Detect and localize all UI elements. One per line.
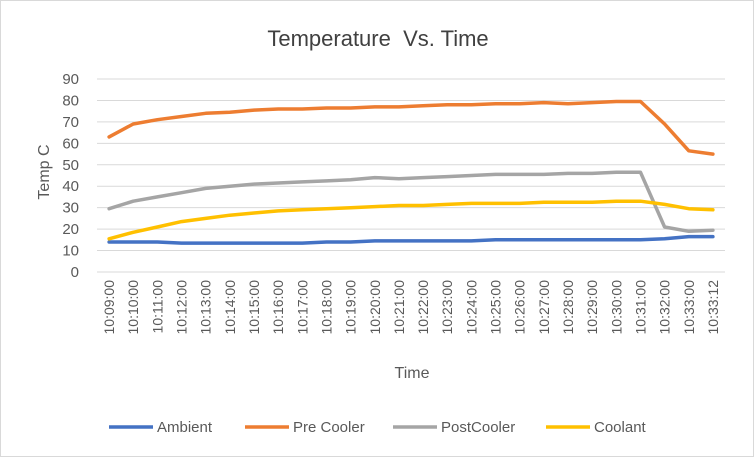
x-tick-label: 10:28:00 — [560, 280, 576, 335]
x-tick-label: 10:11:00 — [149, 280, 165, 334]
x-axis-label: Time — [395, 365, 430, 382]
x-tick-label: 10:12:00 — [174, 280, 190, 335]
x-tick-label: 10:21:00 — [391, 280, 407, 335]
x-tick-label: 10:10:00 — [125, 280, 141, 335]
x-tick-label: 10:32:00 — [657, 280, 673, 335]
y-tick-label: 40 — [62, 178, 79, 195]
x-tick-label: 10:13:00 — [198, 280, 214, 335]
x-tick-label: 10:09:00 — [101, 280, 117, 335]
x-tick-label: 10:24:00 — [463, 280, 479, 335]
x-axis-ticks: 10:09:00 10:10:00 10:11:00 10:12:00 10:13:00… — [101, 280, 721, 335]
x-tick-label: 10:19:00 — [343, 280, 359, 335]
y-axis-ticks: 0 10 20 30 40 50 60 70 80 90 — [62, 71, 79, 281]
x-tick-label: 10:33:12 — [705, 280, 721, 335]
y-tick-label: 30 — [62, 200, 79, 217]
y-axis-label: Temp C — [36, 144, 53, 199]
series-line-pre-cooler — [107, 99, 715, 156]
x-tick-label: 10:15:00 — [246, 280, 262, 335]
x-tick-label: 10:31:00 — [632, 280, 648, 335]
y-tick-label: 0 — [71, 264, 79, 281]
y-tick-label: 70 — [62, 114, 79, 131]
y-tick-label: 90 — [62, 71, 79, 88]
chart-title: Temperature Vs. Time — [267, 26, 488, 51]
y-tick-label: 80 — [62, 92, 79, 109]
legend-label: PostCooler — [441, 419, 515, 436]
x-tick-label: 10:25:00 — [488, 280, 504, 335]
x-tick-label: 10:29:00 — [584, 280, 600, 335]
x-tick-label: 10:18:00 — [318, 280, 334, 335]
x-tick-label: 10:14:00 — [222, 280, 238, 335]
y-tick-label: 60 — [62, 135, 79, 152]
x-tick-label: 10:33:00 — [681, 280, 697, 335]
y-tick-label: 10 — [62, 243, 79, 260]
x-tick-label: 10:23:00 — [439, 280, 455, 335]
x-tick-label: 10:16:00 — [270, 280, 286, 335]
series-line-ambient — [107, 234, 715, 245]
x-tick-label: 10:26:00 — [512, 280, 528, 335]
legend-label: Coolant — [594, 419, 647, 436]
legend: Ambient Pre Cooler PostCooler Coolant — [109, 419, 647, 436]
x-tick-label: 10:22:00 — [415, 280, 431, 335]
series-line-postcooler — [107, 170, 715, 234]
legend-label: Ambient — [157, 419, 213, 436]
x-tick-label: 10:30:00 — [608, 280, 624, 335]
x-tick-label: 10:17:00 — [294, 280, 310, 335]
y-tick-label: 20 — [62, 221, 79, 238]
y-tick-label: 50 — [62, 157, 79, 174]
x-tick-label: 10:27:00 — [536, 280, 552, 335]
series-lines — [107, 99, 715, 245]
x-tick-label: 10:20:00 — [367, 280, 383, 335]
legend-label: Pre Cooler — [293, 419, 365, 436]
series-line-coolant — [107, 199, 715, 241]
gridlines — [97, 78, 725, 273]
